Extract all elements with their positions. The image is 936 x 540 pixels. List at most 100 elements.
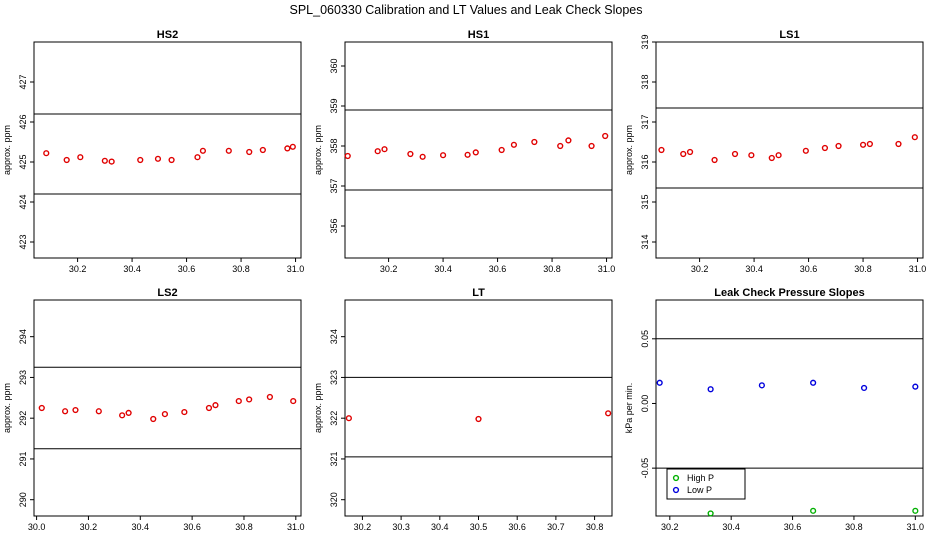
legend-label: High P [687, 473, 714, 483]
chart-ls2: LS2 approx. ppm 30.0 30.2 30.4 30.6 30.8 31.0 29… [2, 287, 305, 532]
chart-hs2: HS2 approx. ppm 30.2 30.4 30.6 30.8 31.0 423 424… [2, 29, 304, 274]
figure-title: SPL_060330 Calibration and LT Values and… [289, 3, 642, 17]
data-point [266, 393, 273, 401]
legend-box [666, 468, 746, 500]
plot-frame [33, 41, 302, 259]
x-tick-label: 30.8 [854, 264, 872, 274]
data-point [605, 410, 612, 417]
x-tick-label: 30.4 [722, 522, 740, 532]
x-tick-label: 31.0 [598, 264, 616, 274]
data-point [63, 156, 70, 164]
data-point [802, 147, 809, 154]
x-tick-label: 31.0 [909, 264, 927, 274]
x-tick-label: 30.2 [69, 264, 87, 274]
data-point [246, 148, 253, 156]
y-tick-label: 356 [329, 218, 339, 233]
data-point [150, 415, 157, 423]
x-tick-label: 30.8 [586, 522, 604, 532]
y-tick-label: 317 [640, 114, 650, 129]
y-axis-label: approx. ppm [2, 125, 12, 175]
data-point [259, 146, 266, 154]
data-point [658, 146, 665, 154]
data-point [137, 156, 144, 164]
x-tick-label: 30.8 [232, 264, 250, 274]
x-tick-label: 30.2 [661, 522, 679, 532]
x-tick-label: 30.6 [800, 264, 818, 274]
y-tick-label: 358 [329, 138, 339, 153]
x-tick-label: 30.4 [123, 264, 141, 274]
x-tick-label: 31.0 [907, 522, 925, 532]
y-tick-label: 292 [18, 411, 28, 426]
chart-title: Leak Check Pressure Slopes [714, 287, 864, 299]
data-point [707, 510, 714, 517]
plot-frame [655, 299, 924, 517]
data-point [680, 150, 687, 158]
y-tick-label: -0.05 [640, 458, 650, 479]
x-tick-label: 30.3 [392, 522, 410, 532]
data-point [95, 408, 102, 415]
data-point [810, 507, 817, 514]
data-point [77, 154, 84, 161]
data-point [154, 155, 162, 162]
data-point [194, 154, 201, 161]
chart-title: LS2 [157, 287, 177, 299]
data-point [108, 158, 115, 165]
y-tick-label: 314 [640, 234, 650, 249]
x-tick-label: 30.8 [235, 522, 253, 532]
data-point [731, 150, 739, 158]
data-point [895, 140, 902, 148]
chart-hs1: HS1 approx. ppm 30.2 30.4 30.6 30.8 31.0 356 357… [313, 29, 615, 274]
data-point [557, 142, 564, 150]
x-tick-label: 30.6 [508, 522, 526, 532]
y-tick-label: 315 [640, 194, 650, 209]
y-tick-label: 0.00 [640, 395, 650, 413]
data-point [344, 152, 351, 160]
data-point [62, 408, 69, 415]
y-tick-label: 321 [329, 451, 339, 466]
x-tick-label: 30.2 [380, 264, 398, 274]
x-tick-label: 30.6 [178, 264, 196, 274]
y-tick-label: 323 [329, 370, 339, 385]
x-tick-label: 30.7 [547, 522, 565, 532]
data-point [199, 147, 207, 154]
data-point [119, 412, 126, 419]
y-tick-label: 426 [18, 114, 28, 129]
data-point [707, 386, 714, 393]
data-point [588, 142, 595, 150]
data-point [711, 156, 718, 164]
x-tick-label: 30.5 [470, 522, 488, 532]
data-point [72, 406, 79, 414]
data-point [43, 150, 50, 157]
data-point [419, 153, 426, 160]
data-point [161, 411, 169, 418]
x-tick-label: 30.0 [28, 522, 46, 532]
y-tick-label: 427 [18, 74, 28, 89]
x-tick-label: 30.2 [691, 264, 709, 274]
x-tick-label: 30.6 [489, 264, 507, 274]
x-tick-label: 30.8 [845, 522, 863, 532]
y-tick-label: 294 [18, 329, 28, 344]
y-tick-label: 293 [18, 370, 28, 385]
data-point [565, 137, 572, 144]
x-tick-label: 30.4 [434, 264, 452, 274]
y-tick-label: 360 [329, 58, 339, 73]
data-point [835, 142, 842, 150]
y-tick-label: 291 [18, 451, 28, 466]
data-point [821, 144, 829, 152]
x-tick-label: 30.4 [431, 522, 449, 532]
data-point [775, 152, 782, 159]
y-tick-label: 423 [18, 234, 28, 249]
y-tick-label: 319 [640, 34, 650, 49]
data-point [464, 151, 471, 158]
data-point [860, 384, 868, 392]
data-point [235, 397, 242, 405]
chart-title: HS2 [157, 29, 178, 41]
chart-title: LS1 [779, 29, 799, 41]
data-point [602, 132, 609, 140]
data-point [289, 143, 296, 150]
plot-frame [33, 299, 302, 517]
legend: High P Low P [666, 468, 746, 500]
y-axis-label: approx. ppm [313, 125, 323, 175]
data-point [345, 415, 352, 422]
data-point [912, 383, 919, 390]
